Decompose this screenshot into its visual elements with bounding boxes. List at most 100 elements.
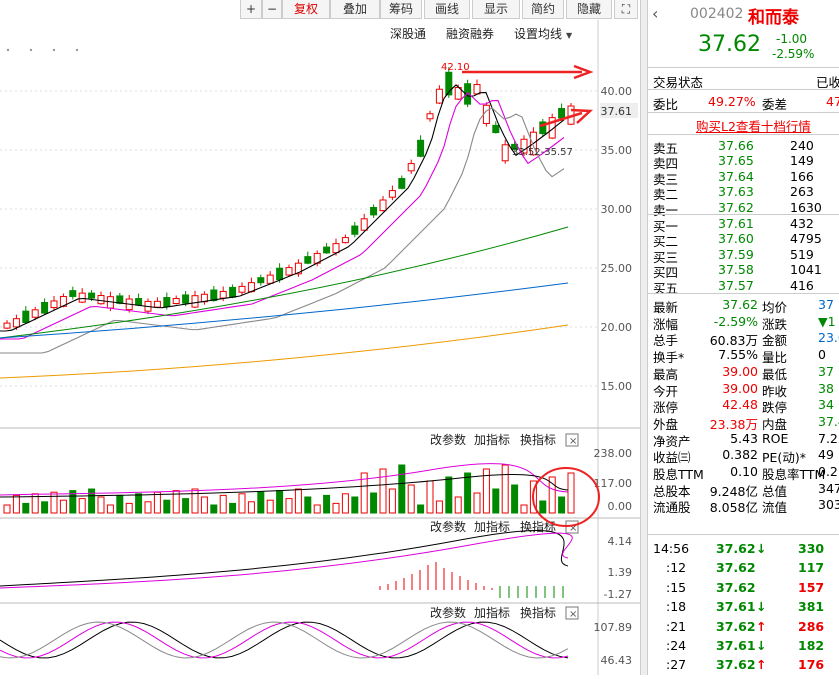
volume-bar [351, 496, 359, 514]
toolbar-button[interactable]: 简约 [522, 0, 564, 19]
chart-link[interactable]: 深股通 [390, 27, 426, 41]
time: :27 [666, 657, 687, 673]
volume-bar [182, 498, 190, 514]
volume: 330 [798, 541, 825, 556]
toolbar-button[interactable]: − [262, 0, 282, 19]
chart-link[interactable]: 设置均线 [514, 27, 562, 41]
volume-bar [398, 464, 406, 514]
dropdown: ▼ [566, 31, 573, 40]
toolbar-icon[interactable]: ⛶ [614, 0, 638, 19]
price: 37.61 [718, 216, 754, 231]
volume: 286 [798, 618, 825, 634]
toolbar-button[interactable]: + [240, 0, 262, 19]
label: PE(动)* [762, 450, 806, 466]
toolbar-button[interactable]: 叠加 [330, 0, 380, 19]
volume-bar [116, 494, 124, 514]
candle [135, 298, 143, 306]
candle [50, 300, 58, 309]
toolbar-button[interactable]: 复权 [282, 0, 330, 19]
toolbar-button[interactable]: 筹码 [380, 0, 422, 19]
direction: ↓ [756, 599, 767, 615]
price: 37.62 [716, 579, 756, 595]
direction: ↑ [756, 618, 767, 634]
toolbar-button[interactable]: 显示 [472, 0, 520, 19]
indicator-control[interactable]: 加指标 [474, 432, 510, 447]
tick-row: :27 37.62 ↑ 176 [648, 657, 839, 673]
value: 303.2 [818, 497, 839, 513]
indicator-control[interactable]: 加指标 [474, 519, 510, 534]
price: 37.62 [698, 32, 761, 57]
stock-name: 和而泰 [748, 8, 799, 28]
volume-bar [247, 501, 255, 514]
volume-bar [191, 488, 199, 514]
candle [153, 300, 161, 308]
candle [69, 290, 77, 297]
indicator-control[interactable]: 改参数 [430, 519, 466, 534]
volume: 157 [798, 579, 825, 595]
candle [539, 121, 547, 135]
volume-bar [3, 504, 11, 514]
value: 7.2 [818, 430, 838, 446]
candle [398, 178, 406, 189]
candle [285, 267, 293, 276]
volume-bar [163, 499, 171, 514]
close-button[interactable] [565, 433, 579, 447]
volume-bar [370, 492, 378, 514]
toolbar-button[interactable]: 画线 [424, 0, 470, 19]
price: 37.65 [718, 153, 754, 169]
volume-bar [59, 499, 67, 514]
value: 38 [818, 380, 834, 396]
indicator-control[interactable]: 加指标 [474, 605, 510, 620]
macd-line [0, 532, 573, 589]
volume-bar [257, 491, 265, 514]
indicator-control[interactable]: 改参数 [430, 605, 466, 620]
volume-bar [135, 493, 143, 514]
volume-bar [294, 488, 302, 514]
volume-bar [445, 476, 453, 514]
current-price: 37.61 [601, 105, 633, 118]
vol-ma [0, 463, 569, 496]
order-row: 买二 37.60 4795 [648, 231, 839, 249]
indicator-control[interactable]: 换指标 [520, 605, 556, 620]
value: 已收 [816, 75, 839, 90]
value: ▼1 [818, 313, 836, 329]
level: 买五 [653, 280, 679, 296]
candle [492, 124, 500, 134]
y-tick-label: 107.89 [594, 621, 633, 634]
volume-bar [266, 499, 274, 514]
toolbar-button[interactable]: 隐藏 [566, 0, 612, 19]
time: :24 [666, 638, 687, 653]
range-label: 33.52-35.57 [512, 147, 573, 158]
order-row: 卖二 37.63 263 [648, 184, 839, 203]
indicator-control[interactable]: 改参数 [430, 432, 466, 447]
label: 昨收 [762, 383, 788, 399]
value: 23.0 [818, 330, 839, 346]
level: 卖四 [653, 156, 679, 172]
y-tick-label: 1.39 [608, 566, 633, 579]
close-button[interactable] [565, 606, 579, 620]
ma-line [0, 324, 569, 379]
chevron[interactable]: ‹ [652, 4, 659, 23]
label: 净资产 [653, 433, 691, 449]
y-tick-label: 117.00 [594, 477, 633, 490]
volume: 166 [790, 168, 814, 184]
level: 卖二 [653, 187, 679, 203]
volume-bar [473, 492, 481, 514]
candle [482, 104, 490, 124]
candle [351, 225, 359, 235]
candle [88, 292, 96, 299]
indicator-control[interactable]: 换指标 [520, 432, 556, 447]
chart-link[interactable]: 融资融券 [446, 26, 494, 41]
splitter[interactable] [640, 0, 648, 675]
label: 均价 [762, 300, 788, 315]
direction: ↓ [756, 638, 767, 653]
tick-row: :24 37.61 ↓ 182 [648, 638, 839, 654]
l2-link[interactable]: 购买L2查看十档行情 [696, 119, 811, 134]
volume-bar [417, 504, 425, 514]
candle [266, 274, 274, 284]
volume: 381 [798, 599, 825, 615]
divider [648, 293, 839, 294]
candle [191, 295, 199, 308]
volume-bar [360, 472, 368, 514]
